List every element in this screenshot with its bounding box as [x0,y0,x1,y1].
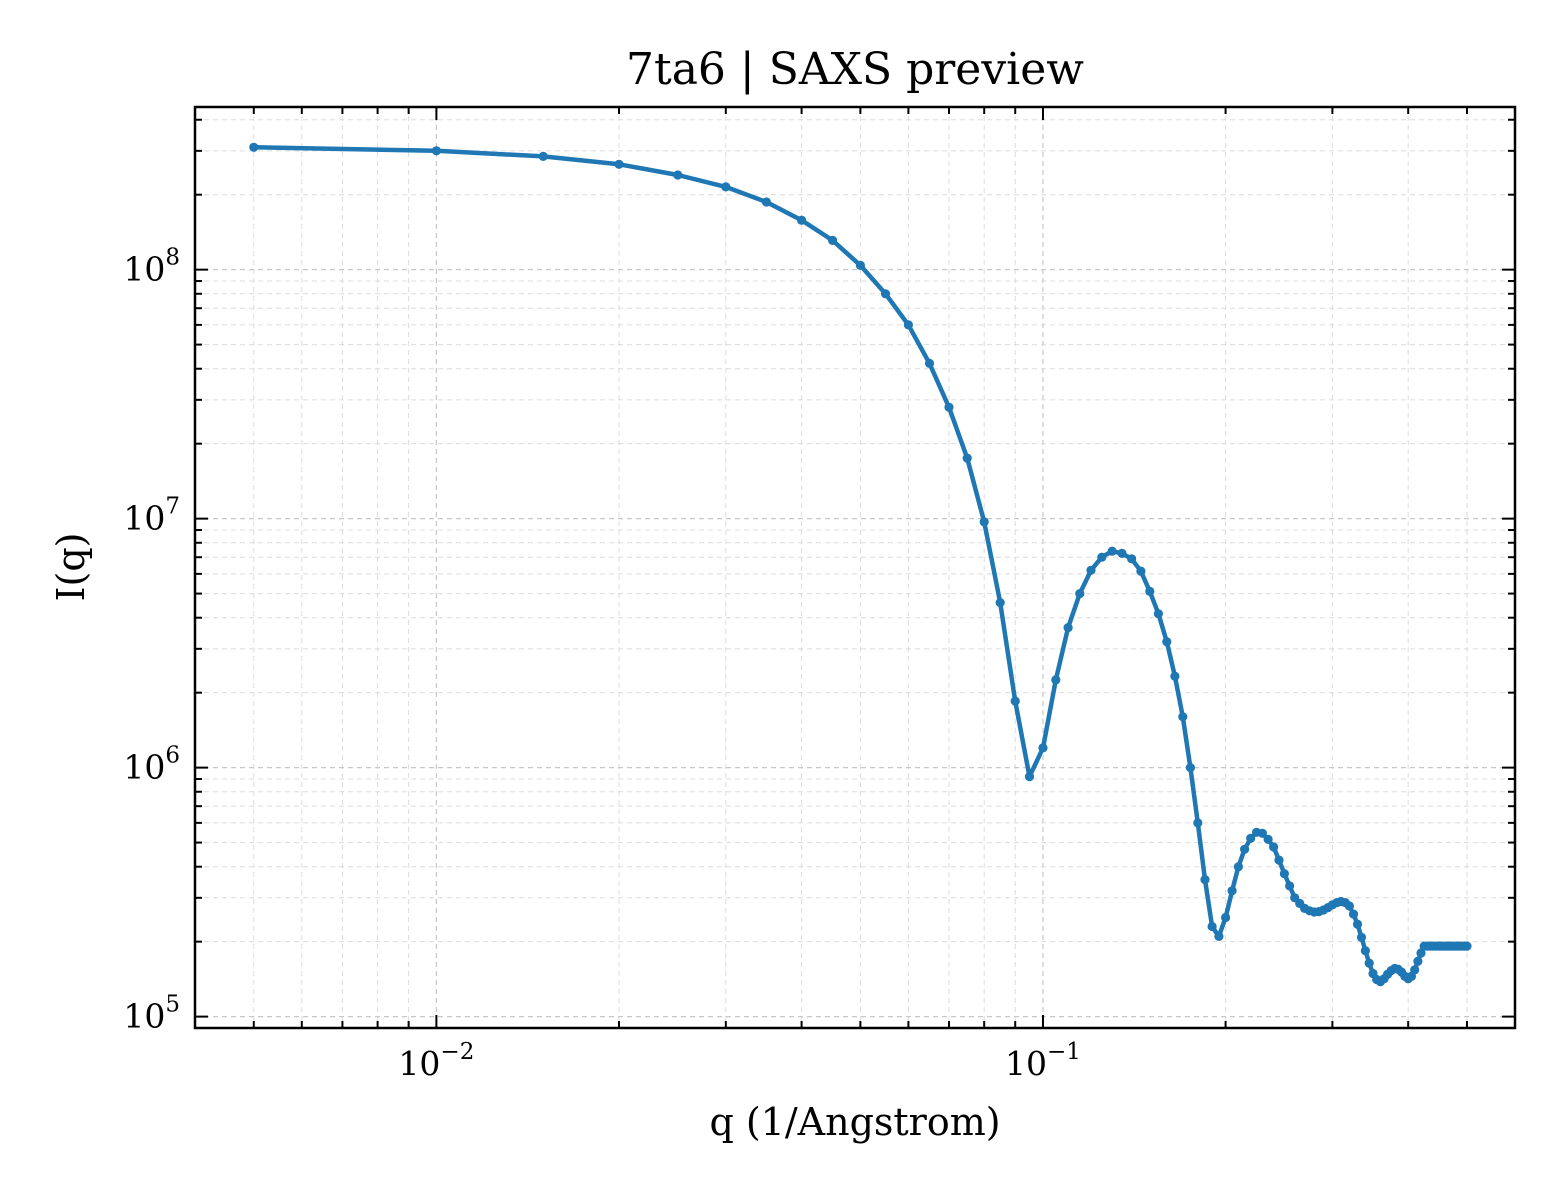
chart-title: 7ta6 | SAXS preview [626,44,1084,95]
data-point [1010,696,1020,706]
data-point [979,517,989,527]
data-point [1410,965,1420,975]
data-point [962,453,972,463]
data-point [761,197,772,207]
y-tick-label: 107 [123,494,180,538]
plot-frame [193,105,1517,1030]
data-point [1227,886,1237,896]
data-point [995,598,1005,608]
data-point [1348,909,1359,919]
data-point [1075,589,1085,599]
data-point [431,146,441,156]
data-point [1263,834,1273,845]
data-point [1207,921,1217,932]
data-point [1170,671,1180,681]
data-point [1360,946,1370,956]
data-point [1214,931,1224,942]
data-point [1063,623,1073,633]
data-point [721,182,731,192]
data-point [1136,566,1146,576]
data-point [1051,675,1061,685]
data-point [1200,875,1210,885]
data-point [1178,712,1188,722]
data-point [1279,869,1289,879]
data-point [1416,948,1426,958]
data-point [880,289,891,299]
data-point [1038,743,1048,753]
data-point [1185,763,1195,773]
series-layer [249,142,1472,987]
data-point [1221,912,1231,923]
data-point [903,320,914,330]
data-point [797,215,807,225]
data-point [1086,565,1096,575]
y-tick-label: 105 [123,992,180,1036]
data-point [1240,844,1250,854]
data-point [1344,901,1354,911]
data-point [1246,833,1256,843]
data-point [1024,772,1035,782]
data-point [1097,552,1107,562]
data-point [1162,637,1172,647]
data-point [1233,862,1243,872]
data-point [1107,546,1117,556]
data-point [249,142,259,152]
data-point [1193,818,1203,828]
grid [194,107,1515,1029]
data-point [1413,956,1423,966]
data-point [855,260,866,270]
data-point [1352,919,1363,929]
ticks: 10−2 10−1 105 106 107 108 [123,107,1515,1083]
y-axis-label: I(q) [49,533,93,602]
data-point [924,358,935,368]
data-point [1127,554,1137,564]
x-tick-label: 10−1 [1005,1039,1081,1083]
data-point [1364,958,1374,968]
x-tick-label: 10−2 [398,1039,474,1083]
data-point [614,159,624,169]
data-point [1153,609,1163,619]
data-point [1462,941,1472,951]
data-point [1117,548,1127,559]
data-point [1145,586,1155,597]
y-tick-label: 106 [123,743,180,787]
data-point [1285,881,1295,891]
data-point [1274,855,1284,865]
data-point [1257,828,1267,838]
data-point [828,235,838,245]
data-point [1269,842,1279,852]
x-axis-label: q (1/Angstrom) [709,1100,1000,1144]
data-point [944,402,954,412]
data-point [1356,932,1367,943]
data-point [538,151,548,161]
data-point [673,170,683,180]
y-tick-label: 108 [123,245,180,289]
